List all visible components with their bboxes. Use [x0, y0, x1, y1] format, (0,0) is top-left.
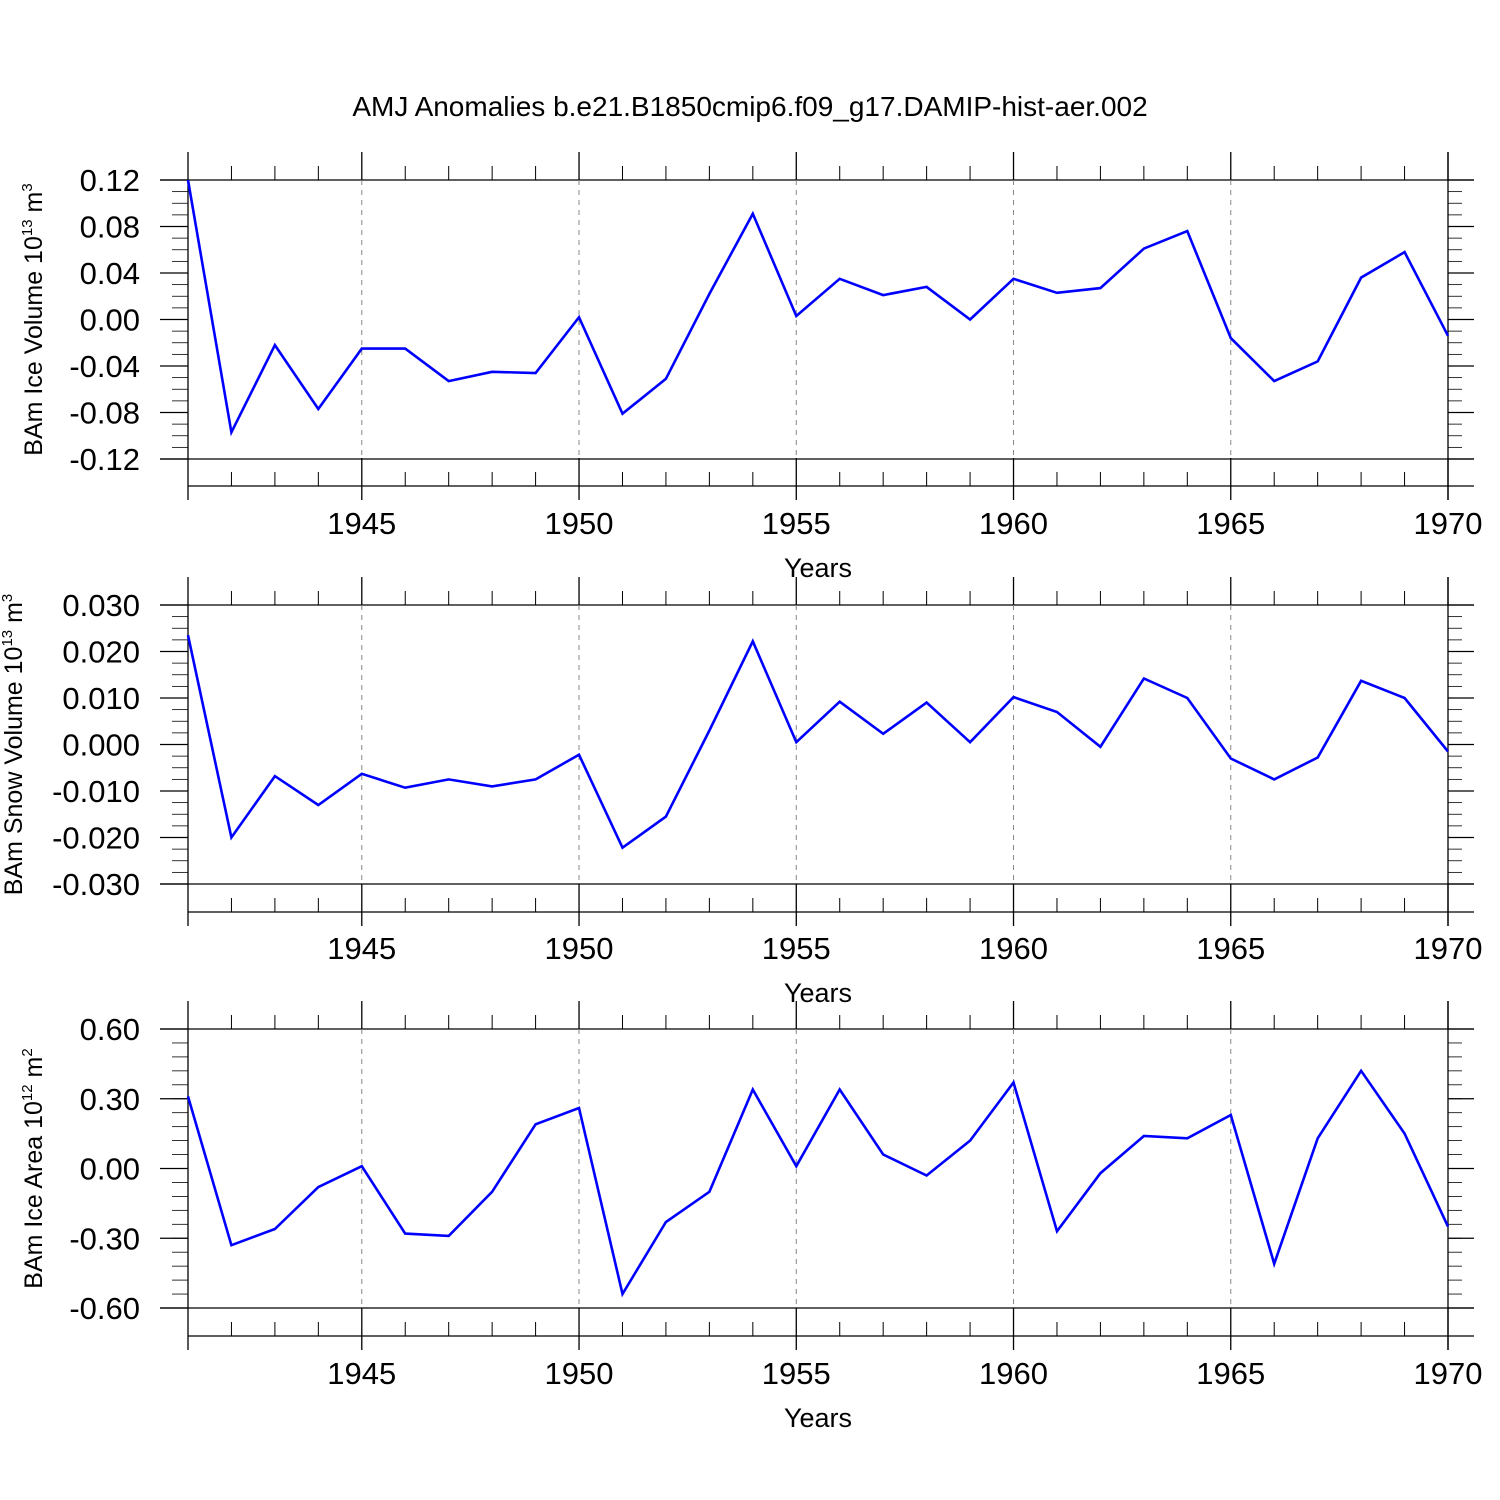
series-line [186, 634, 1450, 850]
x-tick-label-1945: 1945 [327, 506, 396, 541]
chart-panels: 1945 1950 1955 1960 1965 1970 0.12 0.08 0.04 0.00… [0, 152, 1482, 1433]
x-tick-label-1960: 1960 [979, 1356, 1048, 1391]
y-axis-label: BAm Ice Volume 1013 m3 [19, 183, 48, 455]
y-tick-label: 0.000 [62, 728, 140, 763]
page-title: AMJ Anomalies b.e21.B1850cmip6.f09_g17.D… [352, 91, 1147, 122]
x-axis-label: Years [784, 1403, 852, 1433]
y-tick-label: -0.12 [69, 442, 140, 477]
chart-panel-3: 1945 1950 1955 1960 1965 1970 0.60 0.30 0.00 -0.3… [19, 1001, 1482, 1433]
y-tick-label: 0.010 [62, 681, 140, 716]
y-axis-label: BAm Snow Volume 1013 m3 [0, 594, 28, 896]
x-tick-label-1970: 1970 [1414, 506, 1483, 541]
x-tick-label-1965: 1965 [1196, 931, 1265, 966]
y-tick-label: 0.00 [80, 303, 140, 338]
y-tick-label: 0.030 [62, 588, 140, 623]
x-tick-label-1960: 1960 [979, 506, 1048, 541]
y-tick-label: 0.020 [62, 635, 140, 670]
y-tick-label: 0.30 [80, 1082, 140, 1117]
y-tick-label: -0.04 [69, 349, 140, 384]
x-tick-label-1950: 1950 [545, 1356, 614, 1391]
series-line [186, 1068, 1450, 1298]
x-tick-label-1950: 1950 [545, 506, 614, 541]
x-tick-label-1970: 1970 [1414, 931, 1483, 966]
y-tick-label: 0.12 [80, 163, 140, 198]
y-tick-label: -0.010 [52, 774, 140, 809]
x-tick-label-1955: 1955 [762, 1356, 831, 1391]
x-tick-label-1955: 1955 [762, 506, 831, 541]
y-tick-label: -0.08 [69, 396, 140, 431]
x-axis-label: Years [784, 553, 852, 583]
y-tick-label: 0.00 [80, 1152, 140, 1187]
series-line [186, 179, 1450, 437]
x-tick-label-1960: 1960 [979, 931, 1048, 966]
x-tick-label-1950: 1950 [545, 931, 614, 966]
y-axis-label: BAm Ice Area 1012 m2 [19, 1048, 48, 1288]
y-tick-label: -0.60 [69, 1291, 140, 1326]
y-tick-label: 0.60 [80, 1012, 140, 1047]
x-tick-label-1945: 1945 [327, 1356, 396, 1391]
x-tick-label-1965: 1965 [1196, 1356, 1265, 1391]
y-tick-label: -0.020 [52, 821, 140, 856]
y-tick-label: 0.04 [80, 256, 140, 291]
x-axis-label: Years [784, 978, 852, 1008]
x-tick-label-1955: 1955 [762, 931, 831, 966]
x-tick-label-1970: 1970 [1414, 1356, 1483, 1391]
x-tick-label-1945: 1945 [327, 931, 396, 966]
x-tick-label-1965: 1965 [1196, 506, 1265, 541]
chart-panel-1: 1945 1950 1955 1960 1965 1970 0.12 0.08 0.04 0.00… [19, 152, 1482, 583]
y-tick-label: 0.08 [80, 210, 140, 245]
y-tick-label: -0.30 [69, 1221, 140, 1256]
y-tick-label: -0.030 [52, 867, 140, 902]
chart-panel-2: 1945 1950 1955 1960 1965 1970 0.030 0.020 0.010 0… [0, 577, 1482, 1008]
